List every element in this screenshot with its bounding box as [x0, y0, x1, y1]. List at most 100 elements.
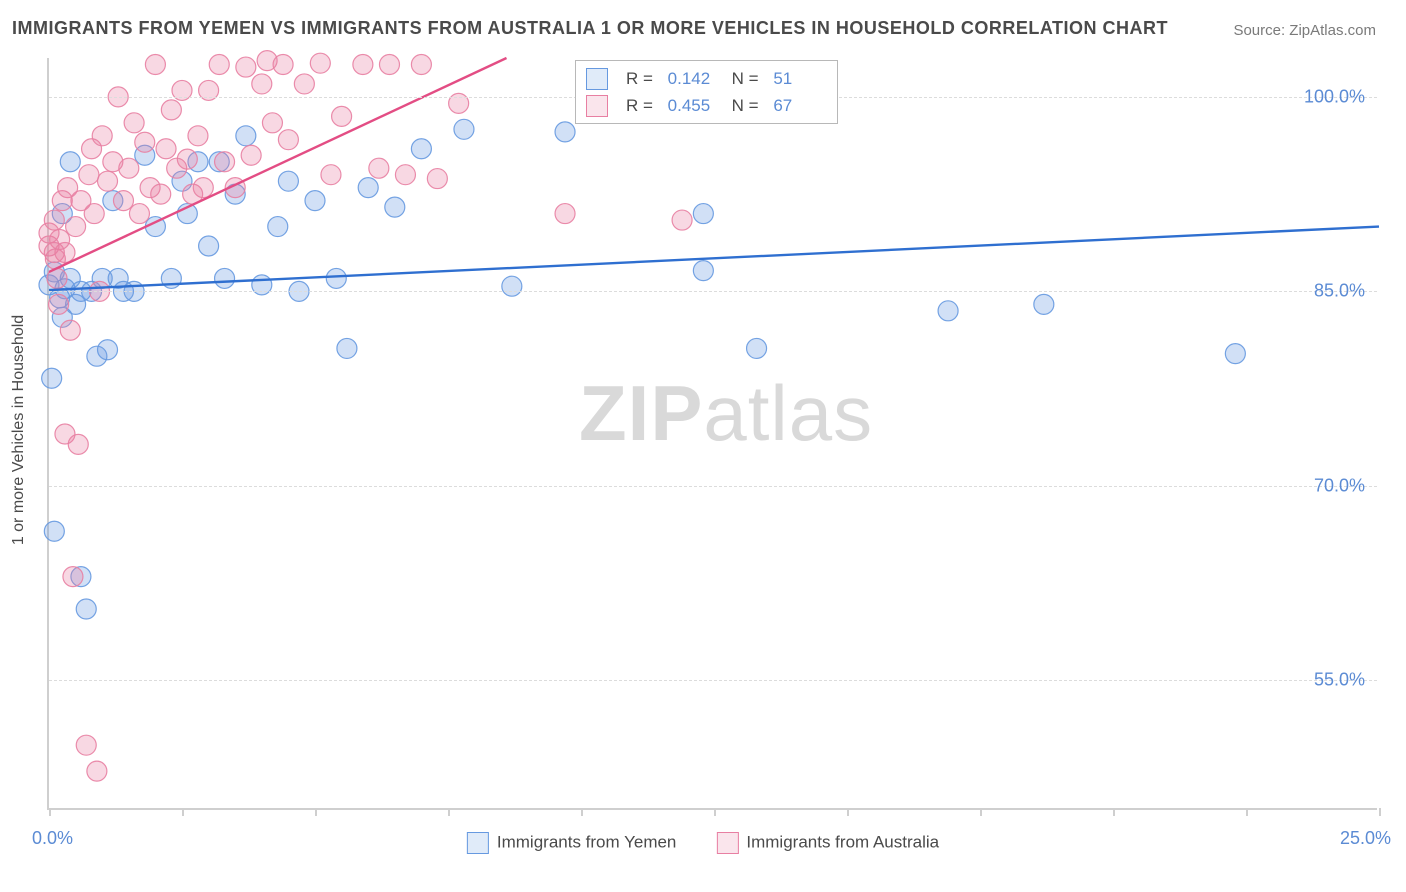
- legend-label: Immigrants from Yemen: [497, 832, 677, 851]
- data-point: [55, 242, 75, 262]
- data-point: [156, 139, 176, 159]
- data-point: [273, 54, 293, 74]
- data-point: [305, 191, 325, 211]
- legend-label: Immigrants from Australia: [746, 832, 939, 851]
- data-point: [76, 735, 96, 755]
- legend-swatch: [586, 68, 608, 90]
- data-point: [215, 268, 235, 288]
- data-point: [177, 149, 197, 169]
- data-point: [98, 171, 118, 191]
- data-point: [252, 74, 272, 94]
- data-point: [358, 178, 378, 198]
- data-point: [76, 599, 96, 619]
- data-point: [63, 567, 83, 587]
- x-min-label: 0.0%: [32, 828, 73, 849]
- x-tick: [980, 808, 982, 816]
- x-tick: [1113, 808, 1115, 816]
- trend-line: [49, 227, 1379, 291]
- data-point: [454, 119, 474, 139]
- data-point: [60, 320, 80, 340]
- data-point: [278, 171, 298, 191]
- legend-swatch: [716, 832, 738, 854]
- data-point: [84, 204, 104, 224]
- r-label: R =: [626, 65, 658, 92]
- data-point: [44, 210, 64, 230]
- data-point: [42, 368, 62, 388]
- data-point: [161, 100, 181, 120]
- data-point: [353, 54, 373, 74]
- data-point: [1034, 294, 1054, 314]
- plot-area: ZIPatlas 55.0%70.0%85.0%100.0%: [47, 58, 1377, 810]
- data-point: [411, 54, 431, 74]
- data-point: [68, 434, 88, 454]
- data-point: [98, 340, 118, 360]
- r-label: R =: [626, 92, 658, 119]
- data-point: [268, 217, 288, 237]
- y-tick-label: 100.0%: [1304, 86, 1365, 107]
- source-label: Source: ZipAtlas.com: [1233, 22, 1376, 39]
- data-point: [49, 294, 69, 314]
- data-point: [294, 74, 314, 94]
- data-point: [241, 145, 261, 165]
- x-tick: [315, 808, 317, 816]
- data-point: [693, 261, 713, 281]
- data-point: [427, 169, 447, 189]
- data-point: [193, 178, 213, 198]
- legend-item: Immigrants from Australia: [716, 832, 939, 854]
- x-tick: [1246, 808, 1248, 816]
- data-point: [385, 197, 405, 217]
- y-axis-title: 1 or more Vehicles in Household: [10, 315, 28, 545]
- data-point: [1225, 344, 1245, 364]
- gridline: [49, 291, 1377, 292]
- legend-swatch: [467, 832, 489, 854]
- n-value: 51: [773, 65, 827, 92]
- x-tick: [49, 808, 51, 816]
- data-point: [129, 204, 149, 224]
- x-max-label: 25.0%: [1340, 828, 1391, 849]
- data-point: [135, 132, 155, 152]
- chart-title: IMMIGRANTS FROM YEMEN VS IMMIGRANTS FROM…: [12, 18, 1168, 39]
- data-point: [188, 126, 208, 146]
- n-label: N =: [732, 65, 764, 92]
- data-point: [332, 106, 352, 126]
- data-point: [693, 204, 713, 224]
- data-point: [395, 165, 415, 185]
- data-point: [79, 165, 99, 185]
- gridline: [49, 680, 1377, 681]
- gridline: [49, 486, 1377, 487]
- data-point: [66, 217, 86, 237]
- data-point: [124, 113, 144, 133]
- x-tick: [1379, 808, 1381, 816]
- data-point: [119, 158, 139, 178]
- x-tick: [847, 808, 849, 816]
- data-point: [145, 54, 165, 74]
- data-point: [236, 126, 256, 146]
- legend-stats: R = 0.142N = 51R = 0.455 N = 67: [575, 60, 838, 124]
- legend-stat-row: R = 0.142N = 51: [586, 65, 827, 92]
- data-point: [938, 301, 958, 321]
- data-point: [92, 126, 112, 146]
- data-point: [199, 236, 219, 256]
- data-point: [379, 54, 399, 74]
- y-tick-label: 85.0%: [1314, 281, 1365, 302]
- legend-swatch: [586, 95, 608, 117]
- data-point: [369, 158, 389, 178]
- data-point: [502, 276, 522, 296]
- y-tick-label: 70.0%: [1314, 475, 1365, 496]
- data-point: [310, 53, 330, 73]
- data-point: [672, 210, 692, 230]
- data-point: [236, 57, 256, 77]
- r-value: 0.455: [668, 92, 722, 119]
- data-point: [326, 268, 346, 288]
- x-tick: [182, 808, 184, 816]
- data-point: [113, 191, 133, 211]
- data-point: [44, 521, 64, 541]
- data-point: [411, 139, 431, 159]
- y-tick-label: 55.0%: [1314, 670, 1365, 691]
- n-value: 67: [773, 92, 827, 119]
- data-point: [60, 152, 80, 172]
- plot-svg: [49, 58, 1377, 808]
- n-label: N =: [732, 92, 764, 119]
- data-point: [747, 338, 767, 358]
- data-point: [215, 152, 235, 172]
